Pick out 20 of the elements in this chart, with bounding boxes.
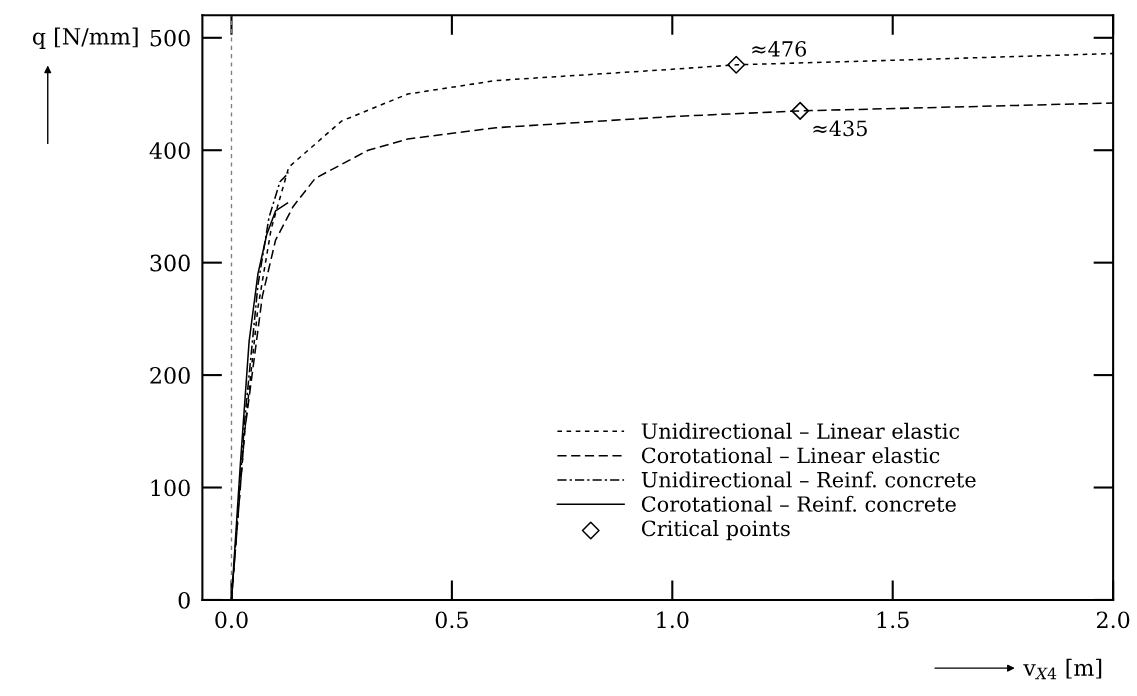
x-tick-label: 1.5 (877, 611, 909, 629)
y-tick-label: 0 (178, 591, 190, 609)
legend-label: Critical points (641, 520, 790, 541)
x-tick-label: 2.0 (1096, 611, 1130, 629)
y-axis-title: q [N/mm] (32, 27, 138, 50)
legend-label: Corotational – Linear elastic (641, 447, 940, 464)
y-tick-label: 500 (150, 29, 190, 47)
y-tick-label: 200 (150, 367, 190, 384)
x-tick-label: 0.0 (215, 611, 248, 629)
x-tick-label: 0.5 (435, 611, 468, 629)
legend-label: Unidirectional – Linear elastic (641, 422, 960, 439)
x-tick-label: 1.0 (657, 611, 689, 629)
legend-label: Unidirectional – Reinf. concrete (641, 471, 976, 488)
y-tick-label: 400 (149, 142, 190, 159)
x-axis-title: v$_{X4}$ [m] (1023, 658, 1102, 680)
annotation: ≈476 (752, 40, 807, 57)
y-tick-label: 100 (151, 479, 190, 497)
y-tick-label: 300 (150, 254, 190, 272)
annotation: ≈435 (813, 120, 867, 137)
legend-label: Corotational – Reinf. concrete (641, 495, 956, 512)
